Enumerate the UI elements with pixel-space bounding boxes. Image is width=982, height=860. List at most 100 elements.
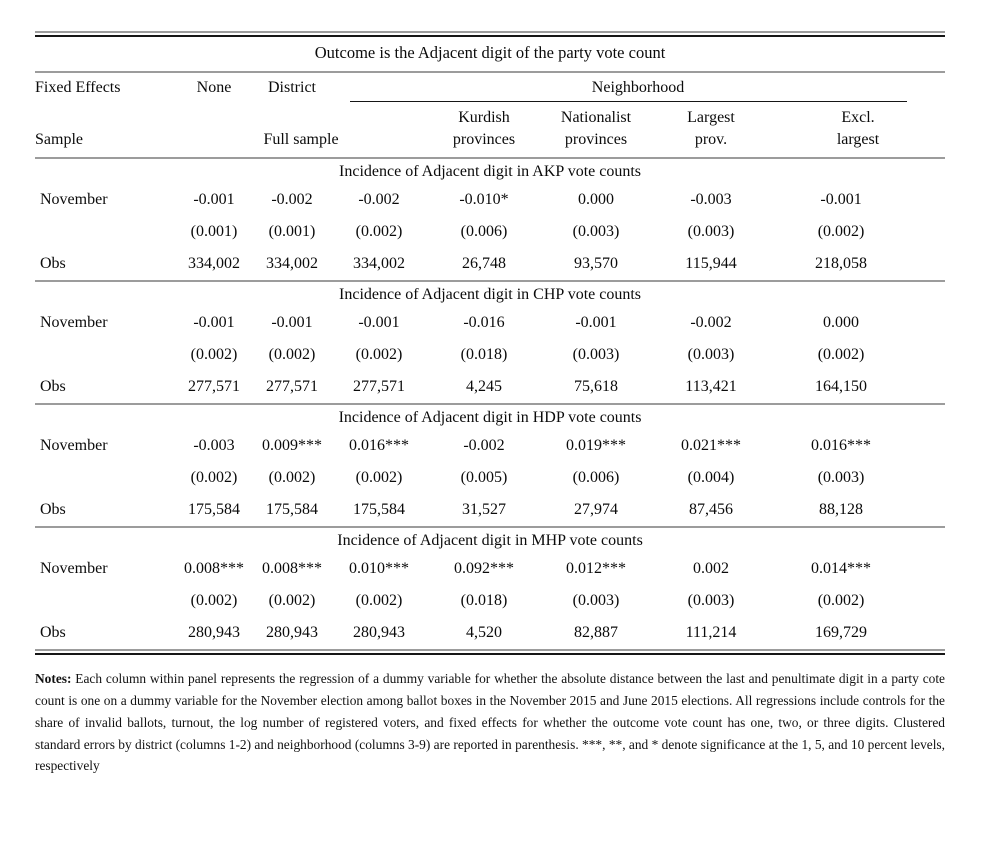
coef-cell: -0.001 <box>358 314 400 332</box>
coef-cell: 0.008*** <box>184 560 244 578</box>
obs-cell: 111,214 <box>685 624 737 641</box>
se-cell: (0.004) <box>687 469 735 487</box>
se-cell: (0.003) <box>817 469 865 487</box>
panel-title: Incidence of Adjacent digit in MHP vote … <box>35 526 946 554</box>
column-header-largest: Largest <box>687 109 735 127</box>
empty-cell <box>35 216 175 248</box>
se-cell: (0.001) <box>190 222 238 240</box>
table-header: Outcome is the Adjacent digit of the par… <box>35 37 946 158</box>
rule-line <box>35 649 945 652</box>
column-header-nationalist-provinces: provinces <box>564 130 628 148</box>
coef-cell: 0.016*** <box>811 437 872 455</box>
obs-cell: 175,584 <box>266 500 318 518</box>
empty-cell <box>35 339 175 371</box>
coef-cell: -0.001 <box>820 191 862 209</box>
obs-cell: 113,421 <box>685 377 737 395</box>
se-cell: (0.002) <box>817 222 865 240</box>
coef-cell: -0.003 <box>193 437 235 455</box>
rule-gap <box>35 33 945 35</box>
se-cell: (0.002) <box>817 345 865 363</box>
empty-cell <box>35 586 175 618</box>
obs-cell: 280,943 <box>353 624 405 641</box>
fixed-effects-row: Fixed Effects None District Neighborhood <box>35 71 946 103</box>
coef-cell: -0.001 <box>193 191 235 209</box>
row-label-obs: Obs <box>40 624 66 641</box>
panel-title-row: Incidence of Adjacent digit in HDP vote … <box>35 403 946 431</box>
obs-cell: 4,520 <box>466 624 502 641</box>
bottom-double-rule <box>35 649 945 656</box>
notes-text: Each column within panel represents the … <box>35 671 945 774</box>
rule-line <box>35 35 945 37</box>
obs-cell: 164,150 <box>815 377 868 395</box>
row-label-obs: Obs <box>40 500 66 518</box>
se-cell: (0.002) <box>355 592 403 610</box>
panel: Incidence of Adjacent digit in AKP vote … <box>35 157 946 281</box>
rule-line <box>35 31 945 33</box>
standard-error-row: (0.001) (0.001) (0.002) (0.006) (0.003) … <box>35 216 945 248</box>
obs-cell: 82,887 <box>574 624 618 641</box>
empty-cell <box>331 102 427 128</box>
empty-cell <box>35 463 175 495</box>
se-cell: (0.002) <box>355 345 403 363</box>
column-header-district: District <box>268 78 316 96</box>
obs-cell: 27,974 <box>574 500 618 518</box>
se-cell: (0.003) <box>572 592 620 610</box>
obs-cell: 4,245 <box>466 377 502 395</box>
coefficient-row: November -0.001 -0.002 -0.002 -0.010* 0.… <box>35 185 945 217</box>
regression-table: Outcome is the Adjacent digit of the par… <box>35 37 946 649</box>
observations-row: Obs 277,571 277,571 277,571 4,245 75,618… <box>35 371 945 404</box>
coef-cell: 0.010*** <box>349 560 409 578</box>
coef-cell: 0.021*** <box>681 437 741 455</box>
obs-cell: 280,943 <box>266 624 318 641</box>
se-cell: (0.003) <box>572 345 620 363</box>
se-cell: (0.003) <box>572 222 620 240</box>
obs-cell: 334,002 <box>353 254 405 272</box>
table-title-row: Outcome is the Adjacent digit of the par… <box>35 37 946 73</box>
coef-cell: -0.010* <box>459 191 509 209</box>
column-header-excl-largest: largest <box>836 130 880 148</box>
column-header-excl: Excl. <box>841 109 875 127</box>
se-cell: (0.002) <box>268 345 316 363</box>
se-cell: (0.002) <box>268 469 316 487</box>
obs-cell: 277,571 <box>266 377 318 395</box>
se-cell: (0.001) <box>268 222 316 240</box>
empty-cell <box>175 102 253 128</box>
coef-cell: 0.019*** <box>566 437 626 455</box>
se-cell: (0.002) <box>355 469 403 487</box>
empty-cell <box>253 102 331 128</box>
column-header-nationalist: Nationalist <box>560 109 632 127</box>
rule-gap <box>35 651 945 654</box>
row-label-november: November <box>40 437 108 455</box>
column-header-full-sample: Full sample <box>263 130 339 148</box>
coef-cell: -0.002 <box>463 437 505 455</box>
column-group-neighborhood: Neighborhood <box>331 71 946 103</box>
se-cell: (0.006) <box>572 469 620 487</box>
coef-cell: 0.092*** <box>454 560 514 578</box>
se-cell: (0.003) <box>687 222 735 240</box>
se-cell: (0.003) <box>687 592 735 610</box>
column-header-largest-prov: prov. <box>694 130 728 148</box>
observations-row: Obs 175,584 175,584 175,584 31,527 27,97… <box>35 494 945 527</box>
obs-cell: 334,002 <box>266 254 318 272</box>
panel-title: Incidence of Adjacent digit in AKP vote … <box>35 157 946 185</box>
obs-cell: 277,571 <box>188 377 240 395</box>
row-label-obs: Obs <box>40 254 66 272</box>
subheader-row-2: Sample Full sample provinces provinces p… <box>35 129 945 158</box>
sample-label: Sample <box>35 130 83 148</box>
panel: Incidence of Adjacent digit in HDP vote … <box>35 403 946 527</box>
coef-cell: -0.001 <box>575 314 617 332</box>
se-cell: (0.018) <box>460 592 508 610</box>
se-cell: (0.006) <box>460 222 508 240</box>
obs-cell: 26,748 <box>462 254 506 272</box>
column-header-kurdish-provinces: provinces <box>452 130 516 148</box>
se-cell: (0.002) <box>817 592 865 610</box>
panel: Incidence of Adjacent digit in CHP vote … <box>35 280 946 404</box>
panel-title-row: Incidence of Adjacent digit in CHP vote … <box>35 280 946 308</box>
se-cell: (0.005) <box>460 469 508 487</box>
table-notes: Notes: Each column within panel represen… <box>35 668 945 777</box>
obs-cell: 175,584 <box>353 500 405 518</box>
obs-cell: 218,058 <box>815 254 868 272</box>
coef-cell: -0.001 <box>193 314 235 332</box>
column-header-none: None <box>196 78 232 96</box>
column-header-kurdish: Kurdish <box>458 109 510 127</box>
